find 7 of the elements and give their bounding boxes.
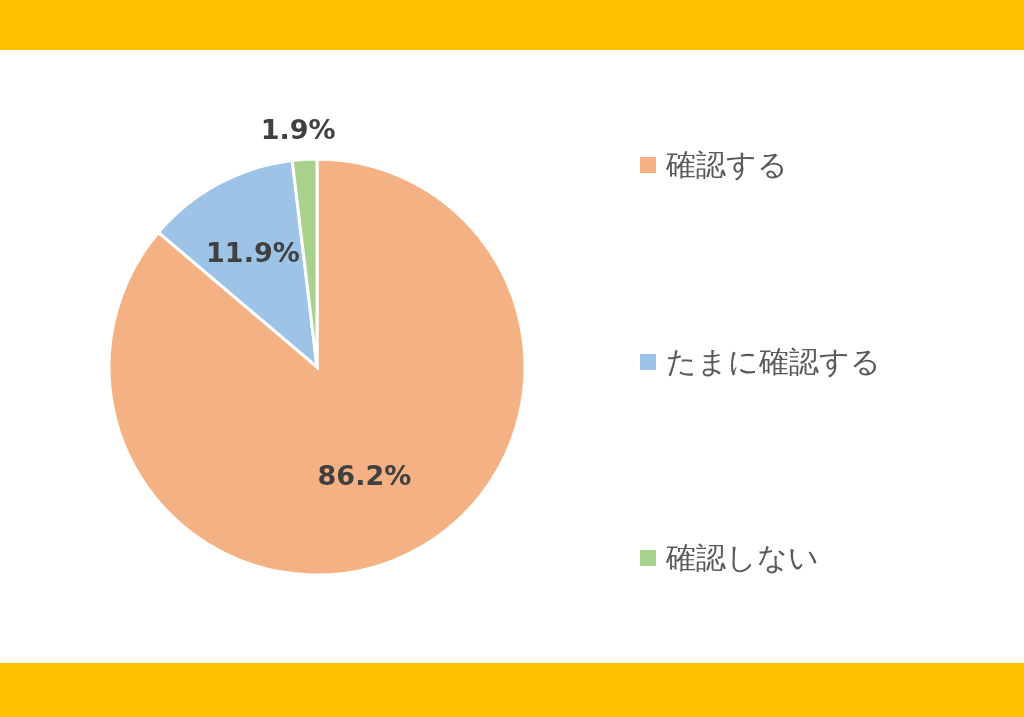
data-label: 86.2% — [317, 459, 412, 491]
data-label: 11.9% — [206, 236, 300, 268]
legend-label: たまに確認する — [666, 343, 881, 381]
legend-label: 確認する — [666, 146, 788, 184]
data-label: 1.9% — [260, 113, 336, 145]
pie-slice — [107, 157, 527, 577]
legend-label: 確認しない — [666, 539, 819, 577]
